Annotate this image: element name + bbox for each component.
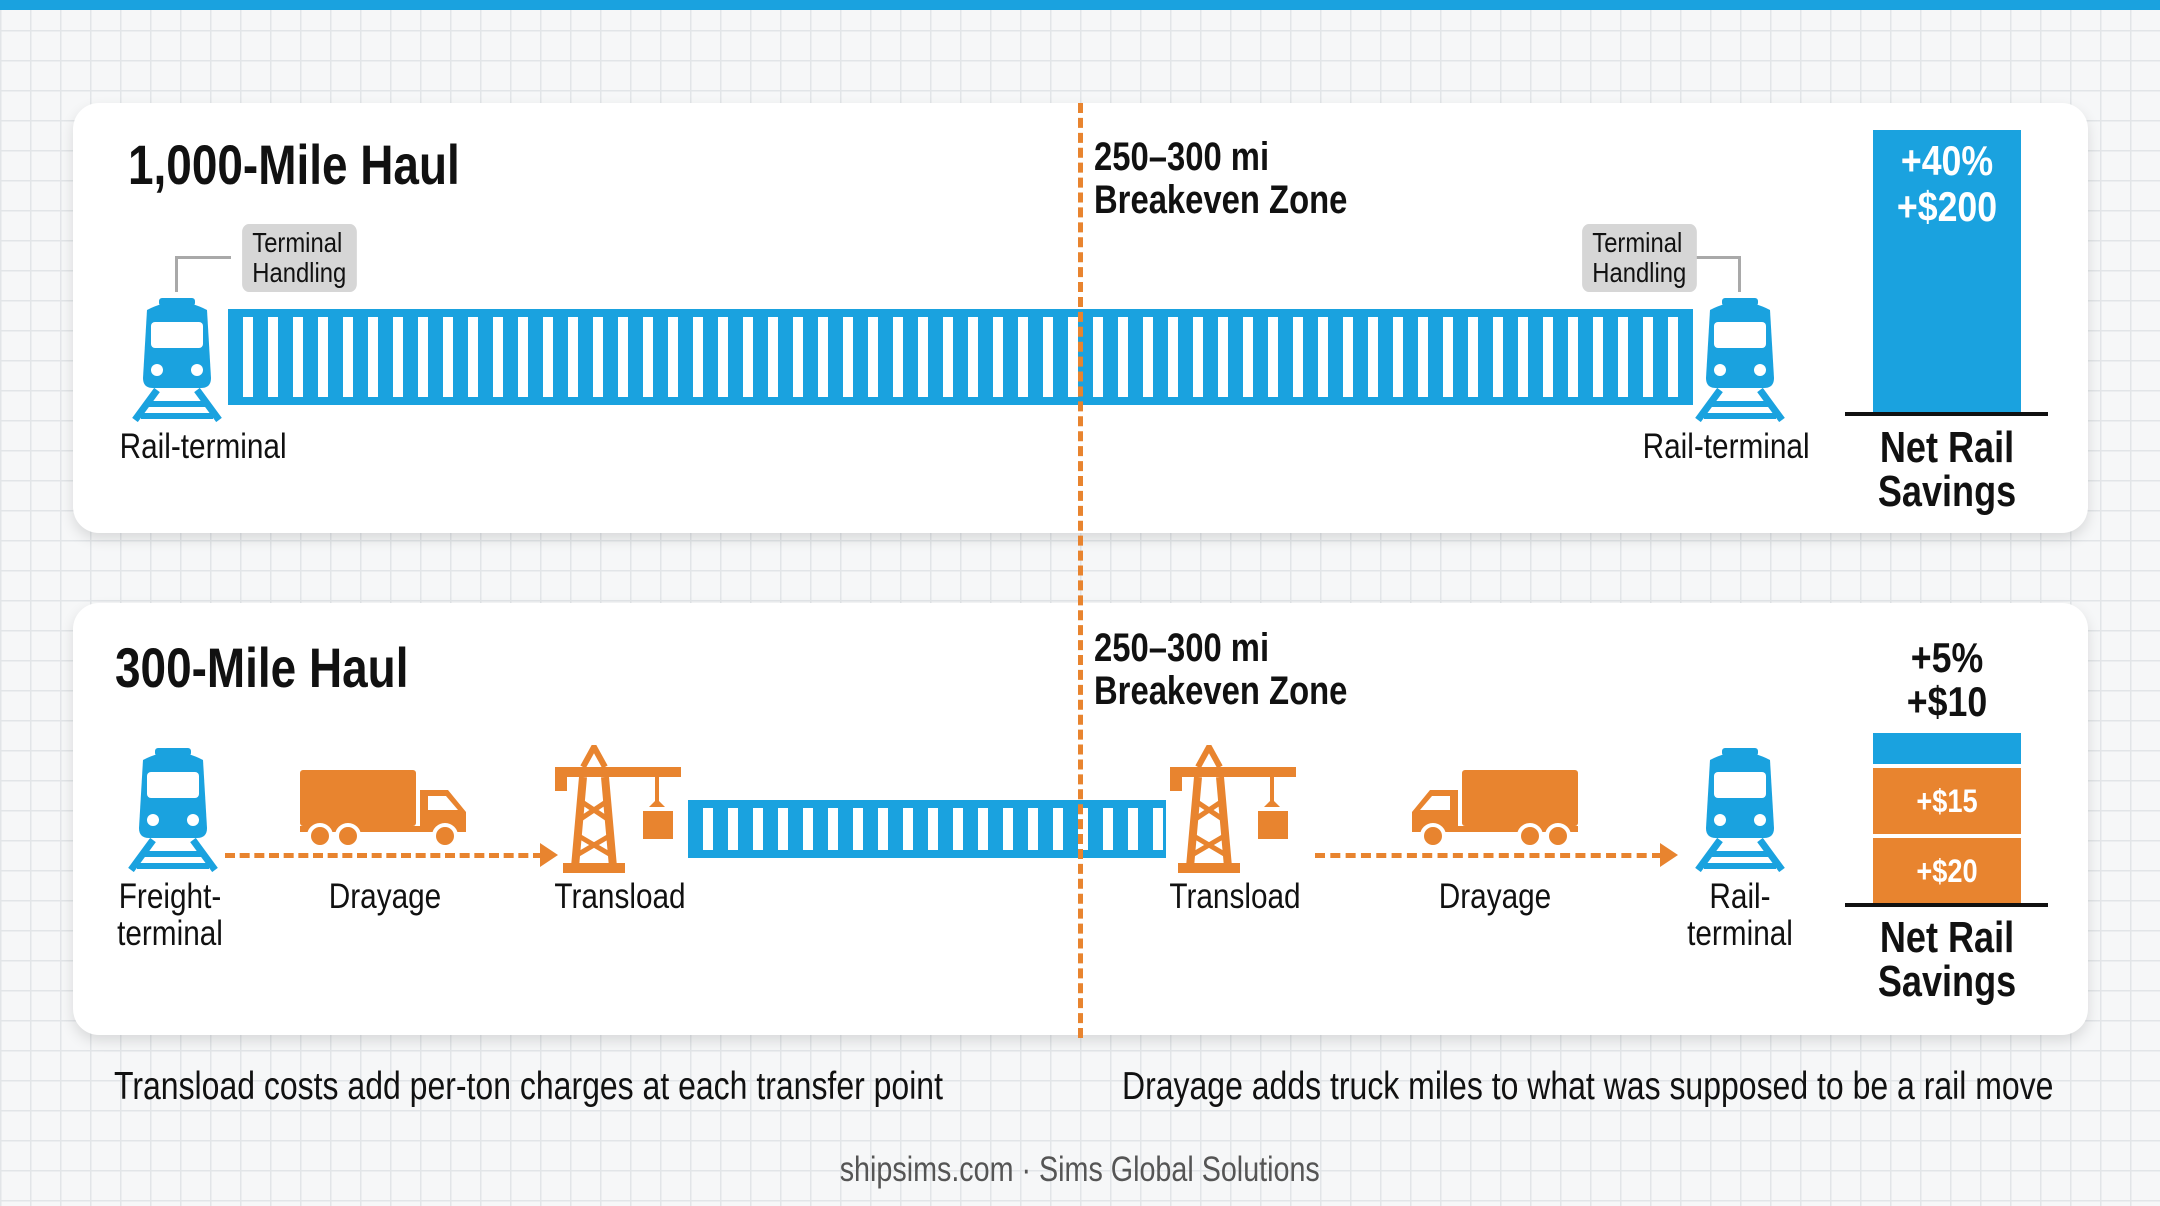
top-accent-bar [0, 0, 2160, 10]
bar-dashed-divider [1873, 764, 2021, 768]
segment-value: +$15 [1916, 783, 1978, 819]
stage-line: terminal [1687, 914, 1793, 953]
zone-distance: 250–300 mi [1094, 626, 1270, 670]
savings-dollars: +$10 [1906, 678, 1988, 725]
breakeven-zone-label-bottom: 250–300 mi Breakeven Zone [1094, 627, 1347, 713]
stage-transload-left: Transload [554, 877, 686, 916]
tag-connector-left-h [175, 256, 231, 259]
savings-percent: +40% [1900, 137, 1994, 184]
stage-rail-terminal: Rail- terminal [1672, 878, 1808, 952]
net-line: Net Rail [1879, 423, 2015, 472]
tag-line: Handling [252, 257, 347, 288]
rail-terminal-label-left: Rail-terminal [119, 427, 287, 466]
arrow-head [1660, 843, 1678, 867]
tag-line: Terminal [252, 227, 343, 258]
truck-icon [1408, 768, 1578, 848]
segment-value: +$20 [1916, 853, 1978, 889]
drayage-route-left [225, 853, 543, 858]
stage-drayage-left: Drayage [328, 877, 442, 916]
train-icon [1685, 742, 1795, 872]
crane-icon [1168, 745, 1298, 875]
stage-drayage-right: Drayage [1438, 877, 1552, 916]
savings-percent: +5% [1910, 634, 1984, 681]
panel-title-300: 300-Mile Haul [115, 636, 409, 699]
train-icon [118, 742, 228, 872]
transload-cost-segment: +$15 [1873, 768, 2021, 834]
savings-bar-label-1000: +40% +$200 [1884, 138, 2010, 230]
tag-line: Terminal [1592, 227, 1683, 258]
bar-baseline [1845, 903, 2048, 907]
note-transload: Transload costs add per-ton charges at e… [114, 1065, 943, 1108]
terminal-handling-tag-right: Terminal Handling [1582, 224, 1697, 292]
rail-track-short [688, 800, 1166, 858]
net-rail-savings-label-1000: Net Rail Savings [1865, 426, 2029, 514]
footer-credit: shipsims.com · Sims Global Solutions [0, 1150, 2160, 1190]
train-icon [1685, 292, 1795, 422]
footer-text: shipsims.com · Sims Global Solutions [839, 1150, 1321, 1189]
stage-line: Freight- [118, 877, 222, 916]
breakeven-divider-line [1078, 103, 1083, 1038]
stage-line: terminal [117, 914, 223, 953]
rail-terminal-label-right: Rail-terminal [1642, 427, 1810, 466]
breakeven-zone-label-top: 250–300 mi Breakeven Zone [1094, 136, 1347, 222]
drayage-route-right [1315, 853, 1662, 858]
rail-track-long [228, 309, 1693, 405]
drayage-cost-segment: +$20 [1873, 838, 2021, 904]
zone-name: Breakeven Zone [1094, 669, 1348, 713]
bar-baseline [1845, 412, 2048, 416]
note-drayage: Drayage adds truck miles to what was sup… [1122, 1065, 2054, 1108]
crane-icon [553, 745, 683, 875]
savings-dollars: +$200 [1896, 183, 1998, 230]
savings-label-300: +5% +$10 [1862, 636, 2032, 724]
tag-connector-left [175, 256, 178, 292]
train-icon [122, 292, 232, 422]
net-line: Savings [1877, 467, 2017, 516]
tag-connector-right [1738, 256, 1741, 292]
savings-bar-300 [1873, 733, 2021, 764]
zone-name: Breakeven Zone [1094, 178, 1348, 222]
stage-freight-terminal: Freight- terminal [102, 878, 238, 952]
net-line: Net Rail [1879, 913, 2015, 962]
arrow-head [540, 843, 558, 867]
tag-line: Handling [1592, 257, 1687, 288]
terminal-handling-tag-left: Terminal Handling [242, 224, 357, 292]
tag-connector-right-h [1690, 256, 1740, 259]
net-line: Savings [1877, 957, 2017, 1006]
panel-title-1000: 1,000-Mile Haul [128, 133, 460, 196]
net-rail-savings-label-300: Net Rail Savings [1865, 916, 2029, 1004]
stage-line: Rail- [1709, 877, 1771, 916]
stage-transload-right: Transload [1169, 877, 1301, 916]
savings-bar-1000 [1873, 130, 2021, 413]
zone-distance: 250–300 mi [1094, 135, 1270, 179]
truck-icon [300, 768, 470, 848]
